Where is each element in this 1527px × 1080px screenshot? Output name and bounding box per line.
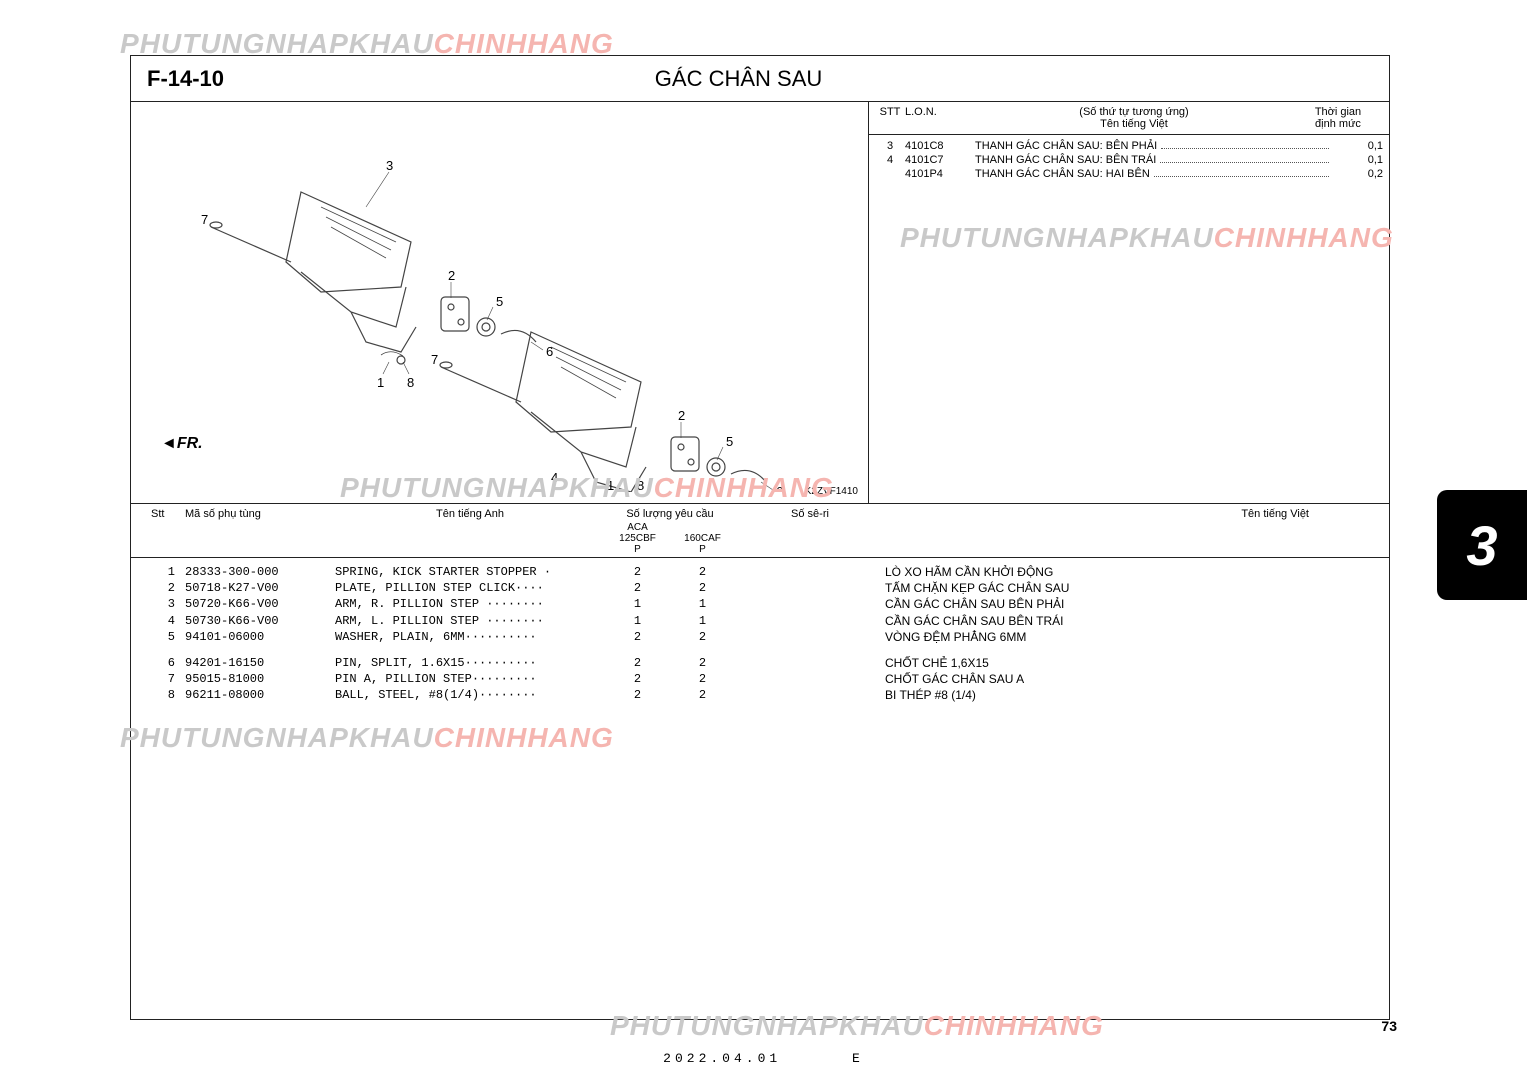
- page-title: GÁC CHÂN SAU: [224, 66, 1373, 92]
- section-code: F-14-10: [147, 66, 224, 92]
- callout-1b: 1: [607, 478, 614, 492]
- footer-date: 2022.04.01: [663, 1051, 781, 1066]
- section-tab: 3: [1437, 490, 1527, 600]
- title-row: F-14-10 GÁC CHÂN SAU: [131, 56, 1389, 102]
- exploded-diagram: 7 3 2 5 6 1 8 7 4 2 5 6 1 8: [151, 112, 841, 492]
- callout-8: 8: [407, 375, 414, 390]
- lon-row: 44101C7THANH GÁC CHÂN SAU: BÊN TRÁI0,1: [869, 153, 1389, 167]
- callout-2b: 2: [678, 408, 685, 423]
- callout-8b: 8: [637, 478, 644, 492]
- table-row: 694201-16150PIN, SPLIT, 1.6X15··········…: [151, 655, 1369, 671]
- h-pn: Mã số phụ tùng: [185, 508, 335, 520]
- h-ser: Số sê-ri: [735, 508, 885, 520]
- qty-subheader-2: 125CBF 160CAF: [131, 533, 1389, 544]
- parts-body: 128333-300-000SPRING, KICK STARTER STOPP…: [131, 558, 1389, 710]
- table-row: 450730-K66-V00ARM, L. PILLION STEP ·····…: [151, 613, 1369, 629]
- upper-section: 7 3 2 5 6 1 8 7 4 2 5 6 1 8 ◄FR. K2ZVF14…: [131, 102, 1389, 504]
- table-row: 250718-K27-V00PLATE, PILLION STEP CLICK·…: [151, 580, 1369, 596]
- parts-header: Stt Mã số phụ tùng Tên tiếng Anh Số lượn…: [131, 504, 1389, 522]
- callout-7: 7: [201, 212, 208, 227]
- lon-h-time: Thời gian định mức: [1293, 106, 1383, 130]
- h-vn: Tên tiếng Việt: [885, 508, 1369, 520]
- callout-5: 5: [496, 294, 503, 309]
- lon-h-lon: L.O.N.: [905, 106, 975, 130]
- lon-h-desc: (Số thứ tự tương ứng) Tên tiếng Việt: [975, 106, 1293, 130]
- callout-4: 4: [551, 470, 558, 485]
- table-row: 350720-K66-V00ARM, R. PILLION STEP ·····…: [151, 596, 1369, 612]
- diagram-pane: 7 3 2 5 6 1 8 7 4 2 5 6 1 8 ◄FR. K2ZVF14…: [131, 102, 869, 503]
- fr-arrow: ◄FR.: [161, 435, 203, 453]
- h-qty: Số lượng yêu cầu: [605, 508, 735, 520]
- lon-h-stt: STT: [875, 106, 905, 130]
- table-row: 896211-08000BALL, STEEL, #8(1/4)········…: [151, 687, 1369, 703]
- callout-2: 2: [448, 268, 455, 283]
- table-row: 128333-300-000SPRING, KICK STARTER STOPP…: [151, 564, 1369, 580]
- footer-e: E: [852, 1051, 864, 1066]
- callout-7b: 7: [431, 352, 438, 367]
- table-row: 594101-06000WASHER, PLAIN, 6MM··········…: [151, 629, 1369, 645]
- table-row: 795015-81000PIN A, PILLION STEP·········…: [151, 671, 1369, 687]
- callout-6b: 6: [776, 484, 783, 492]
- lon-row: 34101C8THANH GÁC CHÂN SAU: BÊN PHẢI0,1: [869, 139, 1389, 153]
- footer: 2022.04.01 E: [0, 1051, 1527, 1066]
- page-number: 73: [1381, 1018, 1397, 1034]
- h-stt: Stt: [151, 508, 185, 520]
- qty-subheader-1: ACA ACA: [131, 522, 1389, 533]
- lon-pane: STT L.O.N. (Số thứ tự tương ứng) Tên tiế…: [869, 102, 1389, 503]
- diagram-code: K2ZVF1410: [805, 486, 858, 497]
- callout-1: 1: [377, 375, 384, 390]
- lon-row: 4101P4THANH GÁC CHÂN SAU: HAI BÊN0,2: [869, 167, 1389, 181]
- lon-body: 34101C8THANH GÁC CHÂN SAU: BÊN PHẢI0,144…: [869, 135, 1389, 181]
- callout-6: 6: [546, 344, 553, 359]
- lon-header: STT L.O.N. (Số thứ tự tương ứng) Tên tiế…: [869, 102, 1389, 135]
- page-frame: F-14-10 GÁC CHÂN SAU: [130, 55, 1390, 1020]
- callout-5b: 5: [726, 434, 733, 449]
- qty-subheader-3: P P: [131, 544, 1389, 558]
- callout-3: 3: [386, 158, 393, 173]
- h-en: Tên tiếng Anh: [335, 508, 605, 520]
